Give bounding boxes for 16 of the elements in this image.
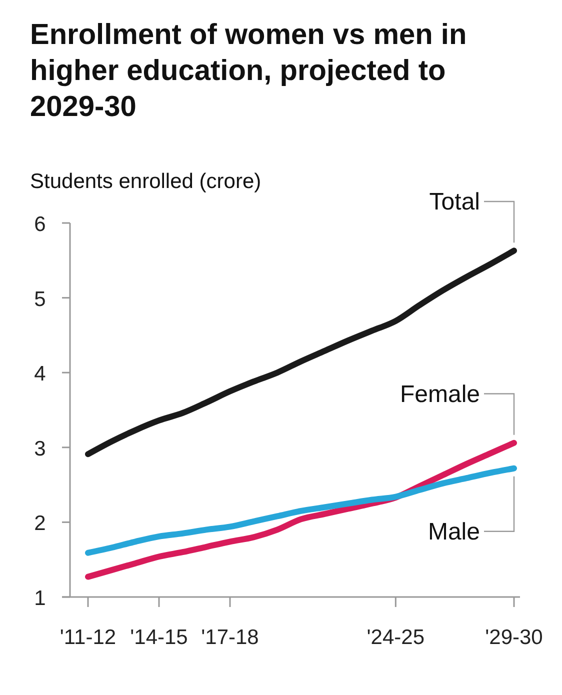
x-tick-label: '29-30 <box>485 626 543 649</box>
x-tick-label: '17-18 <box>201 626 259 649</box>
y-tick-label: 3 <box>34 437 46 460</box>
y-tick-label: 1 <box>34 587 46 610</box>
y-tick-label: 6 <box>34 213 46 236</box>
series-label: Male <box>428 518 480 546</box>
y-axis-title: Students enrolled (crore) <box>30 170 262 193</box>
series-label: Female <box>400 380 480 408</box>
series-label: Total <box>429 188 480 216</box>
y-tick-label: 5 <box>34 288 46 311</box>
x-tick-label: '24-25 <box>366 626 425 649</box>
y-tick-label: 4 <box>34 362 46 386</box>
y-tick-label: 2 <box>34 512 46 536</box>
chart-title: Enrollment of women vs men in higher education, projected to 2029-30 <box>30 19 467 123</box>
x-tick-label: '14-15 <box>130 626 188 649</box>
x-tick-label: '11-12 <box>60 626 116 649</box>
